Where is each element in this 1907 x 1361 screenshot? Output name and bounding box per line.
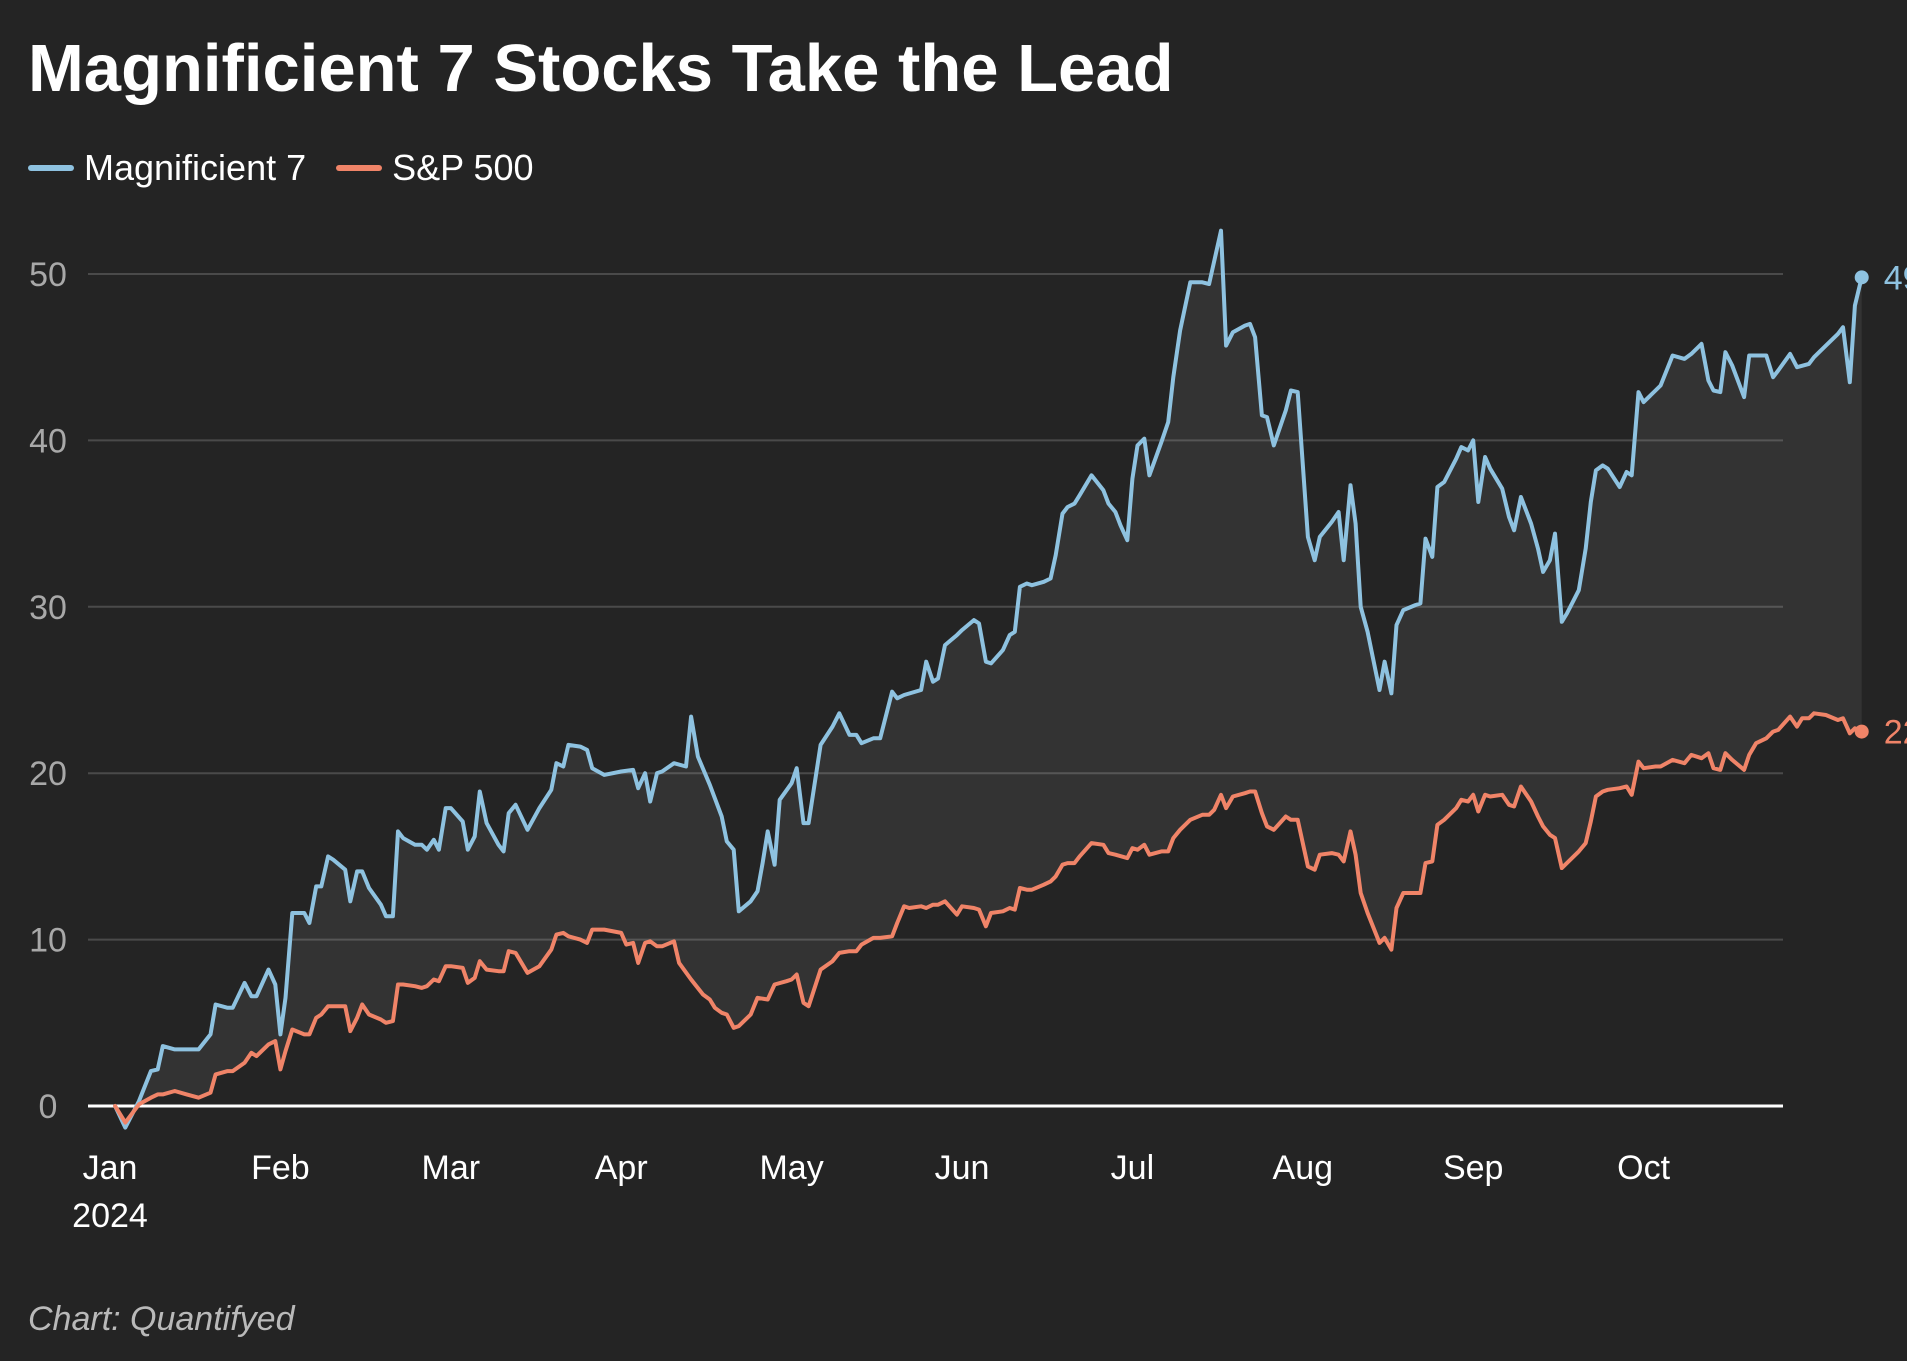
chart-source: Chart: Quantifyed xyxy=(28,1300,295,1338)
legend-item-sp-500: S&P 500 xyxy=(336,147,534,189)
x-tick-label-jan: Jan xyxy=(83,1149,138,1187)
x-tick-label-sep: Sep xyxy=(1443,1149,1504,1187)
y-tick-label-0: 0 xyxy=(39,1088,58,1126)
y-tick-label-30: 30 xyxy=(29,589,67,627)
legend-swatch-magnificent-7 xyxy=(28,165,74,171)
series-end-label-magnificent-7: 49.8% xyxy=(1884,259,1907,297)
x-tick-label-jun: Jun xyxy=(935,1149,990,1187)
y-tick-label-20: 20 xyxy=(29,755,67,793)
series-endpoint-sp-500 xyxy=(1854,724,1869,739)
x-tick-label-aug: Aug xyxy=(1273,1149,1334,1187)
legend-item-magnificent-7: Magnificient 7 xyxy=(28,147,306,189)
legend-label-magnificent-7: Magnificient 7 xyxy=(84,147,307,188)
x-tick-label-feb: Feb xyxy=(251,1149,310,1187)
chart-title: Magnificient 7 Stocks Take the Lead xyxy=(28,31,1174,106)
series-line-sp-500 xyxy=(113,711,1864,1125)
y-tick-label-50: 50 xyxy=(29,256,67,294)
spread-area xyxy=(115,230,1862,1128)
series-end-label-sp-500: 22.5% xyxy=(1884,714,1907,752)
x-tick-sublabel-2024: 2024 xyxy=(72,1197,148,1235)
x-tick-label-jul: Jul xyxy=(1111,1149,1154,1187)
legend-swatch-sp-500 xyxy=(336,165,383,171)
legend: Magnificient 7 S&P 500 xyxy=(28,147,534,189)
x-tick-label-oct: Oct xyxy=(1617,1149,1670,1187)
series-line-magnificent-7 xyxy=(113,228,1864,1130)
x-tick-label-apr: Apr xyxy=(595,1149,648,1187)
y-tick-label-10: 10 xyxy=(29,922,67,960)
y-tick-label-40: 40 xyxy=(29,422,67,460)
series-endpoint-magnificent-7 xyxy=(1854,270,1869,285)
x-tick-label-mar: Mar xyxy=(422,1149,481,1187)
legend-label-sp-500: S&P 500 xyxy=(392,147,534,188)
x-tick-label-may: May xyxy=(759,1149,823,1187)
